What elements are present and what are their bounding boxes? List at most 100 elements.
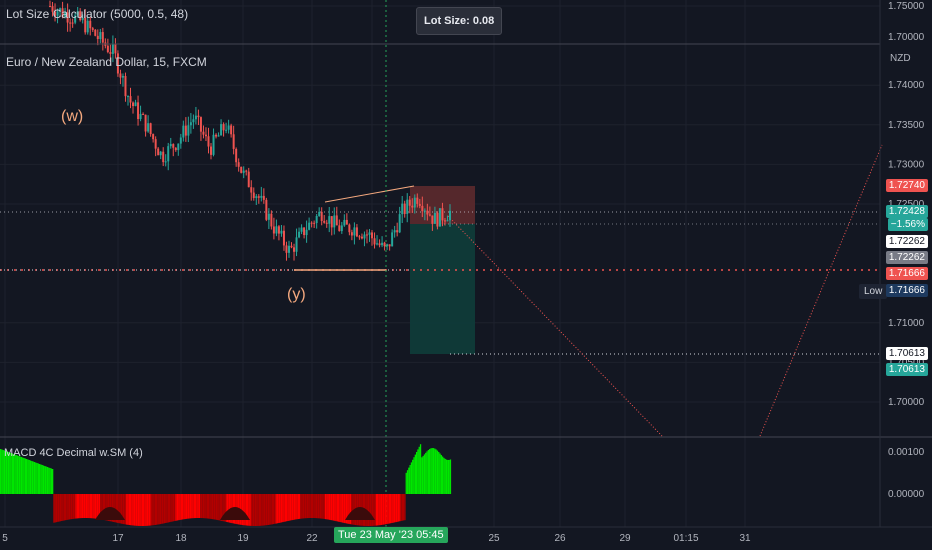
candle-body <box>86 20 89 33</box>
macd-bar <box>351 494 353 525</box>
macd-bar <box>404 494 406 521</box>
wave-line-upper[interactable] <box>324 185 415 203</box>
macd-bar <box>286 494 288 522</box>
macd-bar <box>289 494 292 521</box>
candle-body <box>177 143 180 151</box>
candle-body <box>230 125 233 135</box>
macd-bar <box>343 494 345 523</box>
macd-bar <box>226 494 228 523</box>
macd-bar <box>403 494 405 521</box>
macd-bar <box>287 494 289 521</box>
macd-bar <box>390 494 392 524</box>
macd-title[interactable]: MACD 4C Decimal w.SM (4) <box>4 447 143 459</box>
macd-bar <box>148 494 150 526</box>
candle-body <box>154 139 157 149</box>
candle-body <box>235 148 238 163</box>
macd-bar <box>217 494 219 521</box>
macd-bar <box>178 494 180 521</box>
candle-body <box>215 134 218 137</box>
candle-body <box>431 215 434 224</box>
candle-body <box>303 227 306 236</box>
current-price-tag: 1.72428 <box>885 205 928 218</box>
macd-bar <box>1 449 3 494</box>
price-tick-label: 1.72500 <box>888 199 925 210</box>
candle-body <box>413 197 416 208</box>
macd-bar <box>300 494 302 519</box>
macd-bar <box>61 494 63 521</box>
macd-bar <box>432 448 435 494</box>
indicator-title[interactable]: Lot Size Calculator (5000, 0.5, 48) <box>6 7 189 21</box>
candle-body <box>411 205 414 208</box>
macd-bar <box>224 494 227 522</box>
macd-bar <box>100 494 102 520</box>
price-axis[interactable]: 1.75000 1.74000 1.73500 1.73000 1.72500 1.710… <box>888 1 925 500</box>
candle-body <box>74 15 77 23</box>
macd-bar <box>419 444 422 494</box>
macd-bar <box>309 494 311 519</box>
candle-body <box>179 137 182 144</box>
macd-bar <box>250 494 253 526</box>
macd-bar <box>296 494 298 520</box>
candle-body <box>247 171 250 188</box>
macd-bar <box>9 452 11 494</box>
candle-body <box>149 123 152 135</box>
macd-bar <box>408 467 410 494</box>
macd-bar <box>241 494 244 526</box>
macd-bar <box>331 494 333 521</box>
macd-bar <box>68 494 71 520</box>
candle-body <box>277 226 280 234</box>
macd-bar <box>123 494 125 525</box>
candle-body <box>388 244 391 247</box>
candle-body <box>126 96 129 98</box>
macd-bar <box>62 494 64 521</box>
time-tick-label: 18 <box>175 533 187 544</box>
macd-bar <box>115 494 117 523</box>
candle-body <box>227 125 230 130</box>
macd-bar <box>15 455 17 494</box>
candle-body <box>132 102 135 107</box>
macd-bar <box>244 494 246 526</box>
macd-bar <box>312 494 314 519</box>
macd-bar <box>258 494 260 526</box>
candle-body <box>381 242 384 246</box>
macd-bar <box>94 494 97 519</box>
macd-bar <box>74 494 76 519</box>
macd-bar <box>413 457 415 494</box>
candle-body <box>396 230 399 233</box>
macd-bump <box>220 507 250 520</box>
macd-bar <box>440 455 442 494</box>
macd-bar <box>339 494 341 523</box>
candle-body <box>328 216 331 224</box>
macd-bar <box>200 494 202 519</box>
candle-body <box>199 117 202 132</box>
macd-bar <box>156 494 158 525</box>
macd-bar <box>278 494 280 523</box>
macd-bar <box>322 494 324 519</box>
macd-bar <box>405 472 407 494</box>
macd-bar <box>313 494 315 519</box>
time-tick-label: 25 <box>488 533 500 544</box>
macd-bar <box>192 494 194 519</box>
candle-body <box>217 135 220 137</box>
price-tick-label: 1.70000 <box>888 397 925 408</box>
macd-bar <box>152 494 154 526</box>
macd-bar <box>44 466 46 494</box>
macd-bar <box>149 494 151 526</box>
candle-body <box>345 219 348 225</box>
candle-body <box>426 210 429 215</box>
macd-bar <box>443 457 445 494</box>
macd-bar <box>179 494 181 520</box>
take-profit-zone[interactable] <box>410 224 475 354</box>
candle-body <box>313 222 316 224</box>
symbol-title[interactable]: Euro / New Zealand Dollar, 15, FXCM <box>6 55 207 69</box>
projection-line-down[interactable] <box>447 215 663 437</box>
candle-body <box>109 52 112 54</box>
macd-bar <box>210 494 212 519</box>
macd-bar <box>269 494 271 525</box>
macd-bar <box>284 494 286 522</box>
macd-bar <box>295 494 297 520</box>
candle-body <box>152 134 155 140</box>
candle-body <box>210 146 213 155</box>
